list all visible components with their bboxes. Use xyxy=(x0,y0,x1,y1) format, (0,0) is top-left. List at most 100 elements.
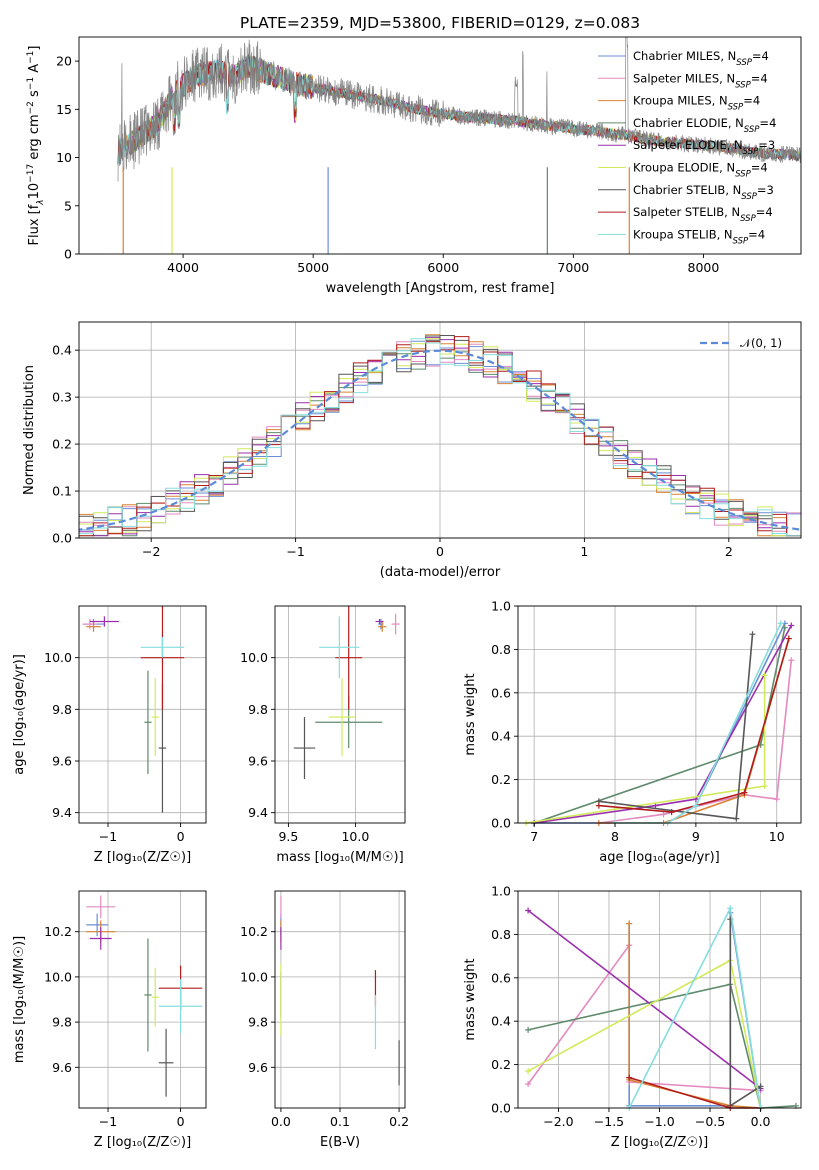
errorbar-kroupa-stelib xyxy=(158,979,203,1034)
y-tick-label: 9.8 xyxy=(248,1015,268,1030)
y-tick-label: 10 xyxy=(56,150,72,165)
x-tick-label: 8 xyxy=(611,829,619,844)
point-marker xyxy=(773,796,780,803)
x-tick-label: 10 xyxy=(769,829,785,844)
point-marker xyxy=(626,920,633,927)
series-line xyxy=(527,942,761,1092)
legend-entry: Kroupa STELIB, NSSP=4 xyxy=(633,227,765,246)
histogram-kroupa-stelib xyxy=(79,338,801,537)
axes-massweight-vs-age: 7 8 9 10 0.0 0.2 0.4 0.6 0.8 1.0 age [log₁₀(age/yr… xyxy=(463,599,802,865)
y-axis-label: mass weight xyxy=(463,958,478,1040)
x-tick-label: 9 xyxy=(692,829,700,844)
y-tick-label: 10.0 xyxy=(44,969,72,984)
y-tick-label: 9.6 xyxy=(248,1060,268,1075)
errorbar-chabrier-elodie xyxy=(144,670,152,774)
x-tick-label: 0.1 xyxy=(330,1114,350,1129)
point-marker xyxy=(781,624,788,631)
x-tick-label: 1 xyxy=(580,544,588,559)
x-axis-label: E(B-V) xyxy=(320,1135,360,1150)
point-marker xyxy=(668,809,675,816)
x-tick-label: −1 xyxy=(286,544,304,559)
series-line xyxy=(527,909,762,1090)
point-marker xyxy=(777,620,784,627)
errorbar-salpeter-elodie xyxy=(89,616,119,627)
x-axis-label: Z [log₁₀(Z/Z☉)] xyxy=(94,1135,191,1150)
x-tick-label: −0.5 xyxy=(695,1114,725,1129)
series-line xyxy=(598,638,790,813)
x-tick-label: 0.2 xyxy=(389,1114,409,1129)
line-series-salpeter-miles xyxy=(525,942,764,1094)
point-marker xyxy=(525,1068,532,1075)
axes-spectrum: Chabrier MILES, NSSP=4 Salpeter MILES, NS… xyxy=(26,14,802,296)
errorbar-kroupa-miles xyxy=(86,621,101,632)
point-marker xyxy=(626,1074,633,1081)
legend-entry: Kroupa ELODIE, NSSP=4 xyxy=(633,161,768,180)
x-tick-label: 7 xyxy=(530,829,538,844)
y-tick-label: 5 xyxy=(64,198,72,213)
errorbar-salpeter-elodie xyxy=(375,618,384,625)
y-tick-label: 10.0 xyxy=(240,969,268,984)
y-tick-label: 9.8 xyxy=(52,702,72,717)
line-series-chabrier-miles xyxy=(626,909,764,1111)
x-axis-label: (data-model)/error xyxy=(380,565,501,580)
series-line xyxy=(533,627,786,824)
y-tick-label: 0.4 xyxy=(491,729,511,744)
y-axis-label: Normed distribution xyxy=(22,365,37,495)
point-marker xyxy=(757,1083,764,1090)
y-tick-label: 0.3 xyxy=(52,390,72,405)
y-tick-label: 10.2 xyxy=(240,924,268,939)
observed-spectrum xyxy=(117,37,801,182)
y-tick-label: 0.6 xyxy=(491,970,511,985)
errorbar-chabrier-stelib xyxy=(293,717,316,780)
y-tick-label: 0.1 xyxy=(52,484,72,499)
line-series-salpeter-stelib xyxy=(595,635,792,816)
y-axis-label: mass [log₁₀(M/M☉)] xyxy=(12,936,27,1063)
y-tick-label: 10.2 xyxy=(44,924,72,939)
x-tick-label: 8000 xyxy=(688,260,720,275)
point-marker xyxy=(727,905,734,912)
series-line xyxy=(534,625,793,824)
y-tick-label: 0.8 xyxy=(491,642,511,657)
legend-entry: Salpeter STELIB, NSSP=4 xyxy=(633,205,773,224)
axes-age-vs-Z: −1 0 9.4 9.6 9.8 10.0 Z [log₁₀(Z/Z☉)] age [log₁… xyxy=(12,605,207,865)
point-marker xyxy=(692,802,699,809)
x-tick-label: 5000 xyxy=(297,260,329,275)
spectrum-plot-area xyxy=(117,37,801,254)
x-axis-label: wavelength [Angstrom, rest frame] xyxy=(326,281,555,296)
legend-entry: Chabrier ELODIE, NSSP=4 xyxy=(633,116,776,135)
point-marker xyxy=(525,1026,532,1033)
y-tick-label: 0.2 xyxy=(491,772,511,787)
axes-residuals: 𝒩(0, 1) −2 −1 0 1 2 0.0 0.1 0.2 0.3 0.4 (data-model… xyxy=(22,321,802,580)
y-tick-label: 20 xyxy=(56,54,72,69)
point-marker xyxy=(785,635,792,642)
line-series-kroupa-elodie xyxy=(523,672,768,826)
y-tick-label: 9.6 xyxy=(52,754,72,769)
y-tick-label: 0.4 xyxy=(52,343,72,358)
x-tick-label: 0.0 xyxy=(751,1114,771,1129)
point-marker xyxy=(761,672,768,679)
errorbar-kroupa-elodie xyxy=(328,678,356,756)
x-tick-label: −1.5 xyxy=(594,1114,624,1129)
series-line xyxy=(615,623,782,824)
plot-frame xyxy=(274,605,406,824)
page-title: PLATE=2359, MJD=53800, FIBERID=0129, z=0… xyxy=(240,14,640,32)
y-tick-label: 15 xyxy=(56,102,72,117)
point-marker xyxy=(595,802,602,809)
y-axis-label: mass weight xyxy=(463,673,478,755)
axes-massweight-vs-Z: −2.0 −1.5 −1.0 −0.5 0.0 0.0 0.2 0.4 0.6 0.8 1.0 Z [… xyxy=(463,884,802,1150)
point-marker xyxy=(761,783,768,790)
legend-entry: Kroupa MILES, NSSP=4 xyxy=(633,94,760,113)
x-tick-label: 9.5 xyxy=(278,829,298,844)
y-tick-label: 9.4 xyxy=(248,805,268,820)
errorbar-chabrier-elodie xyxy=(144,938,152,1052)
y-tick-label: 9.6 xyxy=(248,754,268,769)
legend-entry: Chabrier MILES, NSSP=4 xyxy=(633,49,769,68)
x-tick-label: 0 xyxy=(177,1114,185,1129)
plot-frame xyxy=(78,890,207,1109)
series-line xyxy=(527,959,762,1109)
y-tick-label: 0.2 xyxy=(52,437,72,452)
series-line xyxy=(527,983,796,1109)
y-tick-label: 0.2 xyxy=(491,1057,511,1072)
errorbar-chabrier-miles xyxy=(86,913,109,937)
